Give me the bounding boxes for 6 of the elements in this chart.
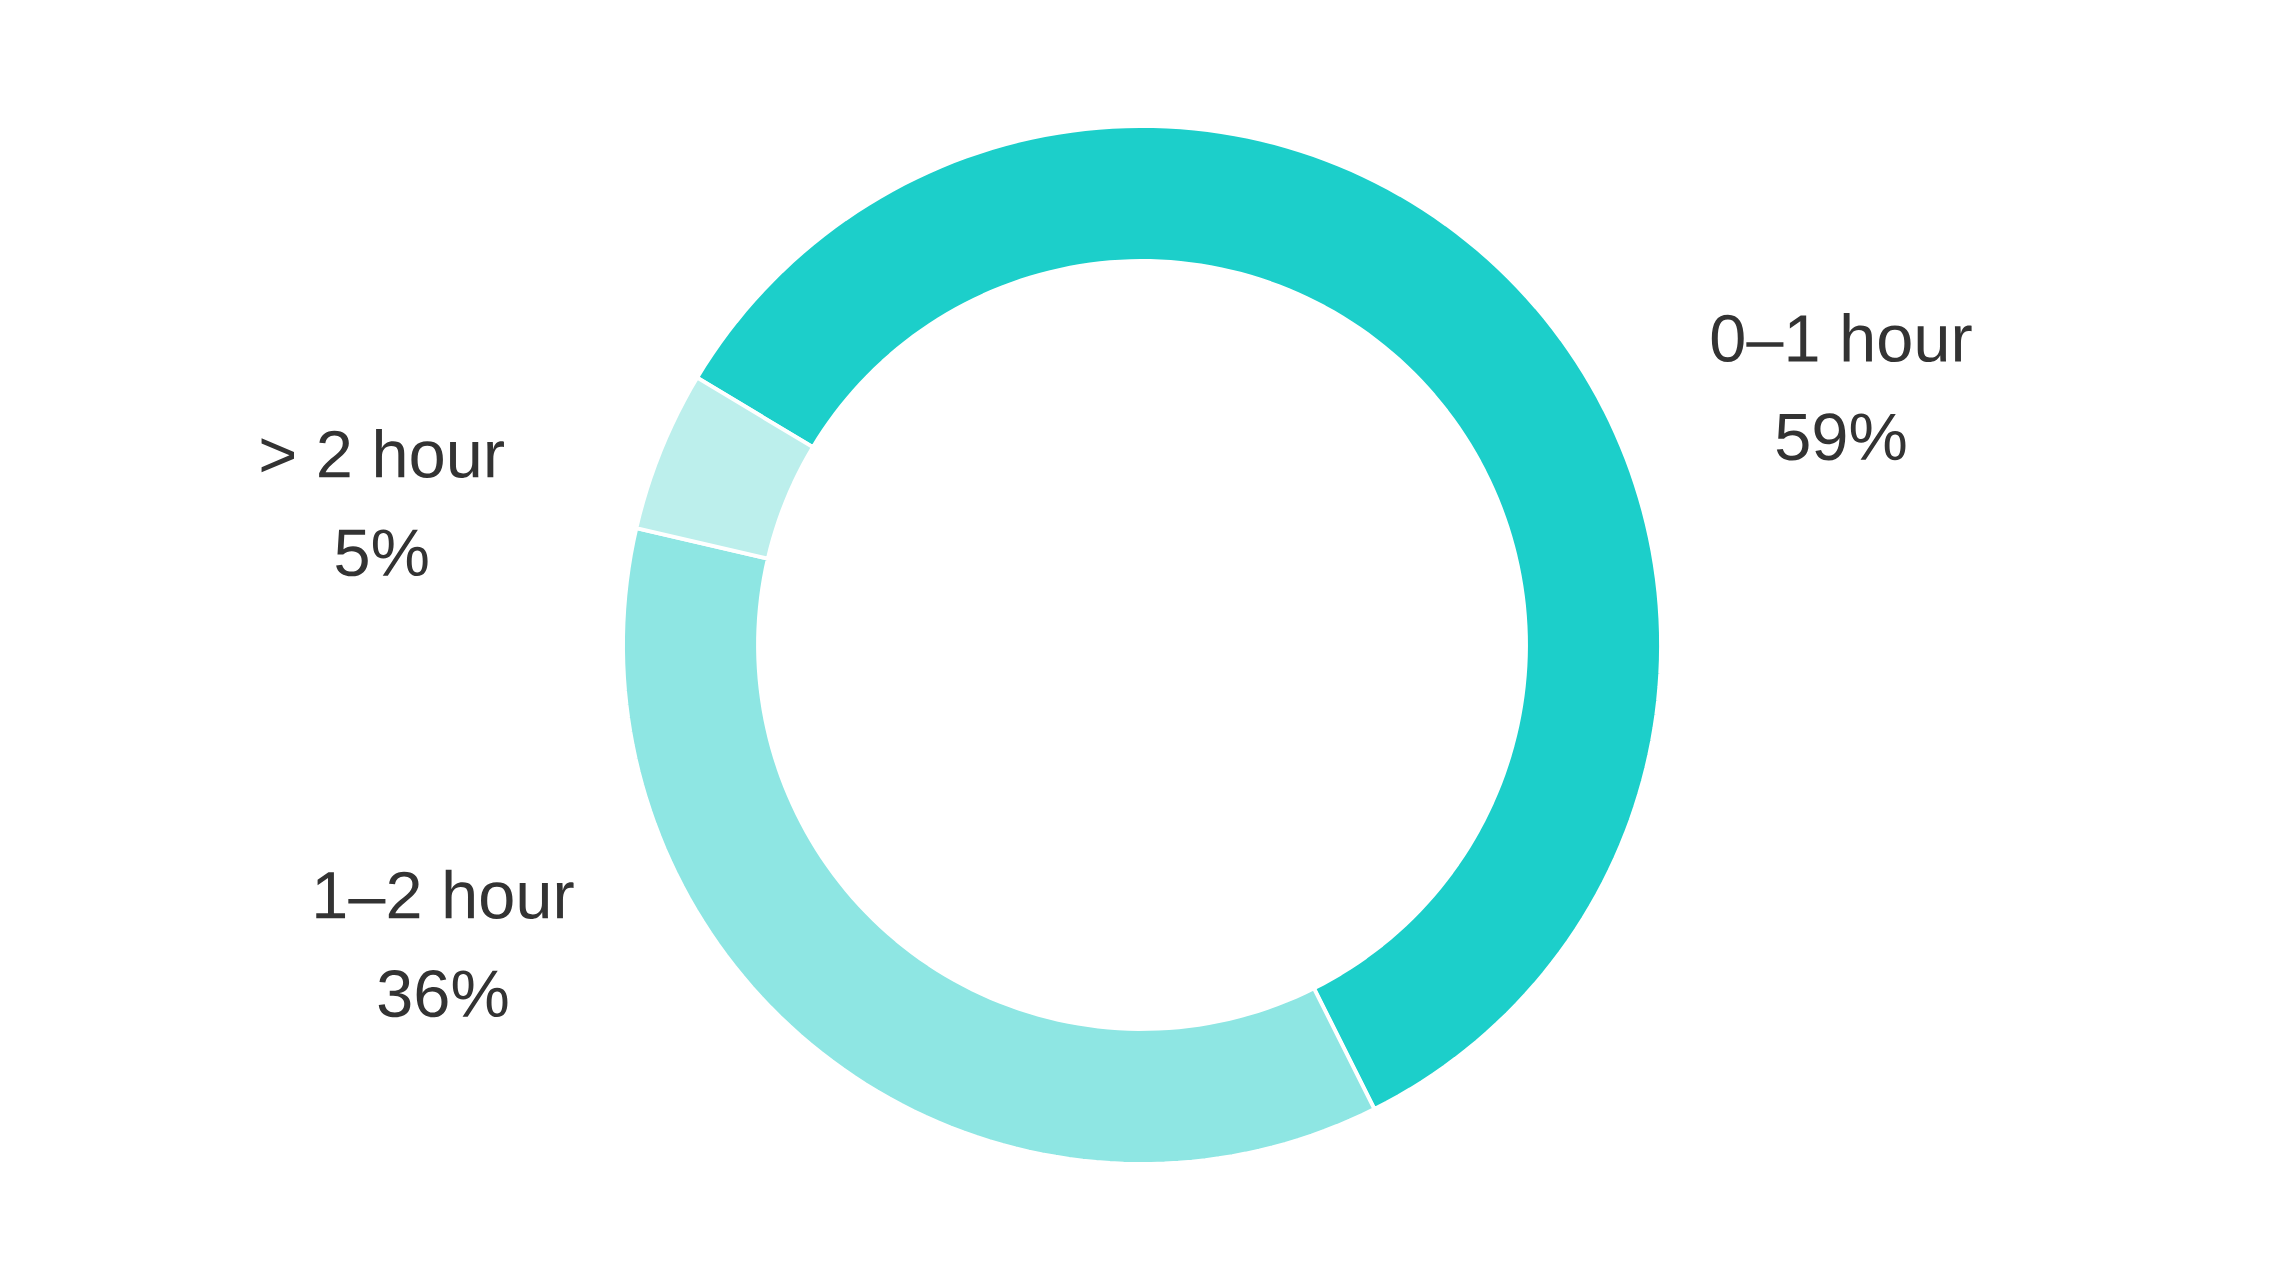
data-label: 36% [378, 970, 508, 1018]
slice-label: 1–2 hour [316, 869, 574, 919]
slice-label: > 2 hour [261, 428, 504, 478]
data-label: 59% [1776, 413, 1906, 461]
data-label: 5% [336, 529, 428, 577]
slice-label: 0–1 hour [1711, 313, 1972, 363]
